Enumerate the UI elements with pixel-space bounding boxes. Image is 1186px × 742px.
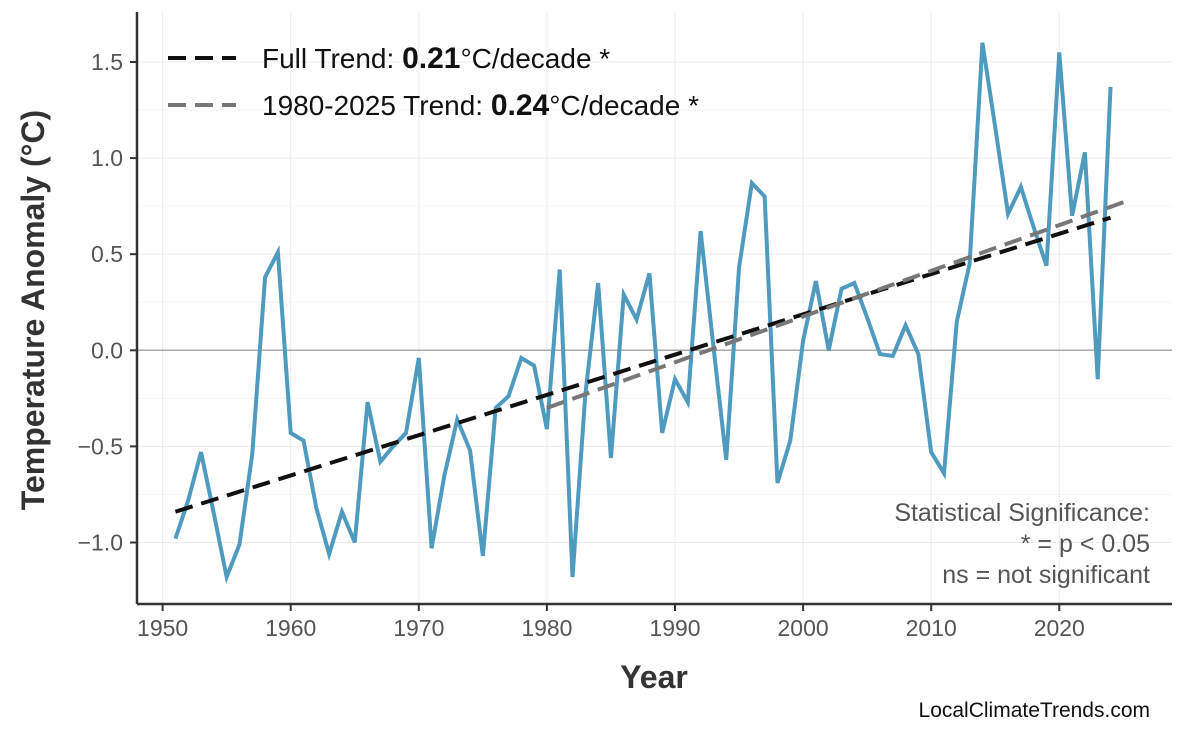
x-tick-label: 1960 [265,615,316,641]
x-tick-label: 1950 [137,615,188,641]
y-tick-label: 1.0 [91,145,123,171]
y-tick-label: −1.0 [78,529,123,555]
x-tick-label: 2010 [906,615,957,641]
y-tick-label: 0.5 [91,241,123,267]
legend-value: 0.24 [491,89,550,122]
credit-text: LocalClimateTrends.com [919,699,1150,722]
significance-note: ns = not significant [942,561,1150,589]
y-axis-title: Temperature Anomaly (°C) [15,110,51,510]
legend-entry: Full Trend: 0.21°C/decade * [262,42,610,75]
x-axis-title: Year [620,659,688,695]
x-tick-label: 2020 [1034,615,1085,641]
anomaly-line [175,43,1110,577]
x-tick-label: 2000 [778,615,829,641]
y-tick-label: 1.5 [91,49,123,75]
legend-value: 0.21 [402,42,460,75]
recent-trend-line [547,202,1123,408]
legend-entry: 1980-2025 Trend: 0.24°C/decade * [262,89,699,122]
x-tick-label: 1990 [649,615,700,641]
legend-suffix: °C/decade * [549,90,699,121]
y-tick-label: −0.5 [78,433,123,459]
legend-legend-prefix: 1980-2025 Trend: [262,90,491,121]
legend-suffix: °C/decade * [460,43,610,74]
x-tick-label: 1980 [521,615,572,641]
y-tick-label: 0.0 [91,337,123,363]
significance-note: Statistical Significance: [894,499,1150,527]
x-tick-label: 1970 [393,615,444,641]
significance-note: * = p < 0.05 [1021,530,1150,558]
legend-legend-prefix: Full Trend: [262,43,402,74]
full-trend-line [175,218,1110,512]
